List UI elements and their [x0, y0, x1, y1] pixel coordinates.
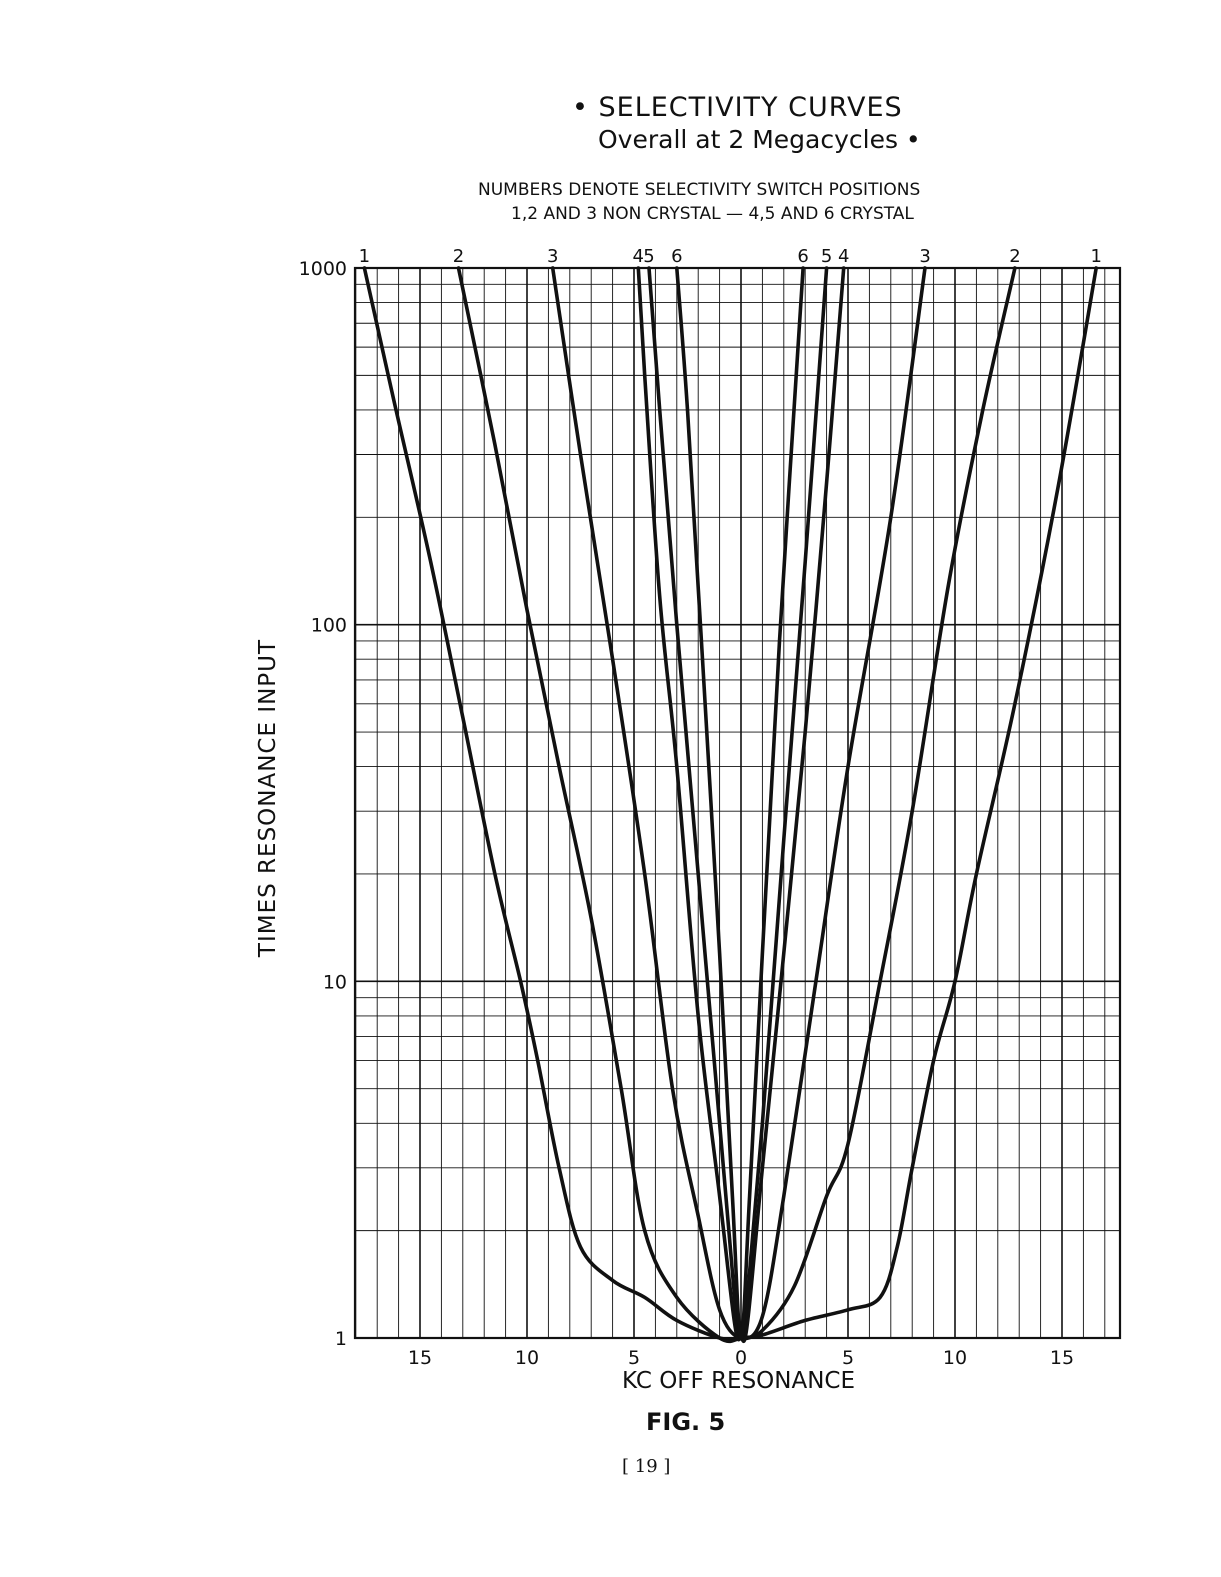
chart-grid: [353, 266, 1122, 1340]
series-curve-3: [550, 266, 927, 1341]
curve-label-3-left: 3: [547, 246, 558, 267]
x-tick-label: 10: [515, 1347, 539, 1369]
x-tick-label: 0: [735, 1347, 747, 1369]
chart-curves: [362, 266, 1098, 1344]
curve-label-2-left: 2: [453, 246, 464, 267]
chart-tick-labels: 15 10 5 0 5 10 15 1 10 100 1000: [299, 258, 1074, 1369]
x-tick-label: 5: [842, 1347, 854, 1369]
x-tick-label: 5: [628, 1347, 640, 1369]
chart-note-line1: NUMBERS DENOTE SELECTIVITY SWITCH POSITI…: [478, 180, 921, 200]
y-axis-label: TIMES RESONANCE INPUT: [255, 638, 281, 958]
curve-label-3-right: 3: [919, 246, 930, 267]
x-tick-label: 10: [943, 1347, 967, 1369]
x-tick-label: 15: [408, 1347, 432, 1369]
plot-frame: [353, 266, 1122, 1340]
chart-title-line2: Overall at 2 Megacycles •: [598, 125, 921, 154]
x-tick-label: 15: [1050, 1347, 1074, 1369]
chart-note-line2: 1,2 AND 3 NON CRYSTAL — 4,5 AND 6 CRYSTA…: [511, 204, 914, 224]
curve-label-2-right: 2: [1009, 246, 1020, 267]
curve-label-5-right: 5: [821, 246, 832, 267]
curve-label-1-left: 1: [359, 246, 370, 267]
curve-label-4-left: 4: [633, 246, 644, 267]
figure-label: FIG. 5: [646, 1408, 726, 1436]
series-curve-2: [456, 266, 1017, 1344]
y-tick-label: 10: [323, 971, 347, 993]
y-tick-label: 1: [335, 1328, 347, 1350]
page-number: [ 19 ]: [622, 1456, 671, 1477]
y-tick-label: 100: [311, 615, 347, 637]
y-tick-label: 1000: [299, 258, 347, 280]
x-axis-label: KC OFF RESONANCE: [622, 1368, 856, 1394]
curve-label-5-left: 5: [643, 246, 654, 267]
curve-label-4-right: 4: [838, 246, 849, 267]
series-curve-6: [675, 266, 805, 1340]
chart-title-line1: • SELECTIVITY CURVES: [572, 92, 903, 123]
series-curve-4: [636, 266, 846, 1344]
curve-label-1-right: 1: [1091, 246, 1102, 267]
curve-label-6-right: 6: [797, 246, 808, 267]
curve-label-6-left: 6: [671, 246, 682, 267]
